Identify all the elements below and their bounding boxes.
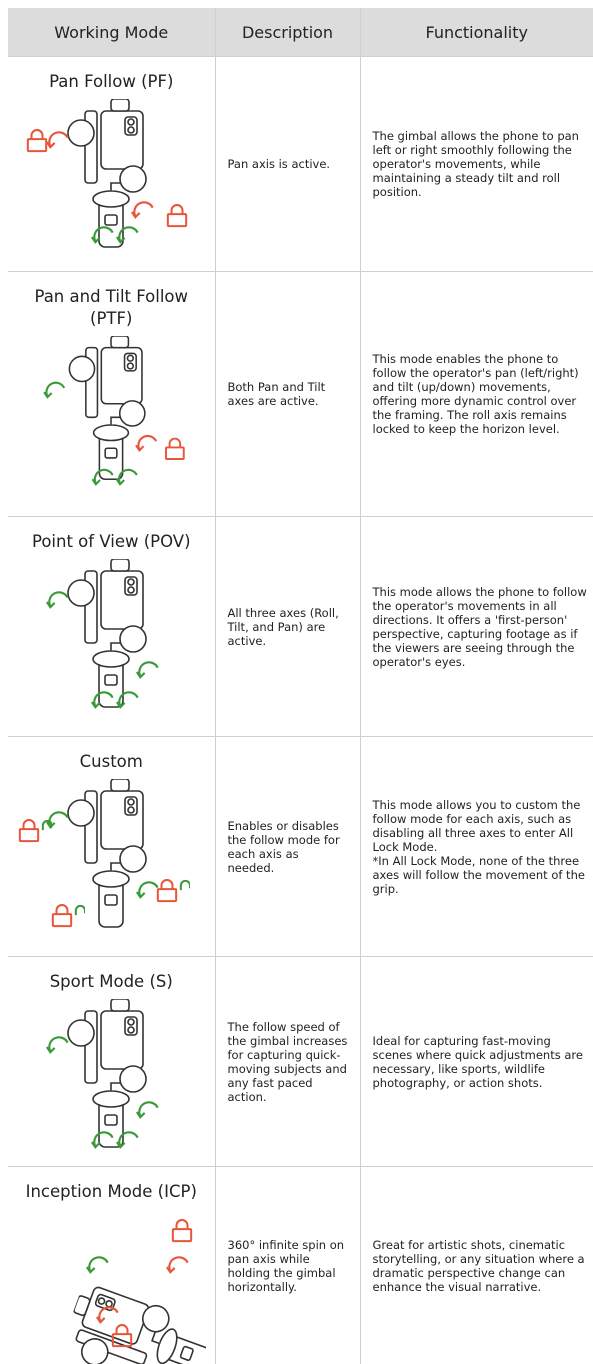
table-row: Pan and Tilt Follow (PTF)Both Pan and Ti… [8,272,593,517]
rotation-arrow [47,1037,68,1052]
mode-cell: Pan Follow (PF) [8,57,215,272]
rotation-arrow [47,592,68,607]
functionality-cell: This mode enables the phone to follow th… [360,272,593,517]
table-row: Custom Enables or disables the follow mod… [8,737,593,957]
mode-name: Sport Mode (S) [16,971,207,993]
mode-cell: Sport Mode (S) [8,957,215,1167]
gimbal [59,1279,207,1364]
functionality-cell: This mode allows you to custom the follo… [360,737,593,957]
functionality-cell: Ideal for capturing fast-moving scenes w… [360,957,593,1167]
mode-name: Inception Mode (ICP) [16,1181,207,1203]
lock-icon [28,130,46,151]
mode-cell: Custom [8,737,215,957]
functionality-cell: This mode allows the phone to follow the… [360,517,593,737]
gimbal-illustration [16,99,206,254]
column-header: Description [215,8,360,57]
rotation-arrow [136,436,156,450]
gimbal-illustration [16,559,206,714]
lock-icon [53,905,71,926]
column-header: Functionality [360,8,593,57]
mode-name: Point of View (POV) [16,531,207,553]
description-cell: All three axes (Roll, Tilt, and Pan) are… [215,517,360,737]
gimbal [70,336,145,479]
description-cell: Both Pan and Tilt axes are active. [215,272,360,517]
lock-icon [181,881,190,890]
rotation-arrow [137,1102,158,1117]
gimbal-illustration [16,999,206,1154]
mode-name: Custom [16,751,207,773]
mode-cell: Pan and Tilt Follow (PTF) [8,272,215,517]
lock-icon [173,1220,191,1241]
column-header: Working Mode [8,8,215,57]
mode-name: Pan and Tilt Follow (PTF) [16,286,207,330]
lock-icon [76,906,85,915]
functionality-cell: The gimbal allows the phone to pan left … [360,57,593,272]
rotation-arrow [137,662,158,677]
rotation-arrow [137,882,158,897]
rotation-arrow [47,812,68,827]
description-cell: Pan axis is active. [215,57,360,272]
gimbal [68,779,146,927]
rotation-arrow [167,1257,188,1272]
lock-icon [166,439,184,459]
description-cell: 360° infinite spin on pan axis while hol… [215,1167,360,1364]
gimbal [68,999,146,1147]
lock-icon [20,820,38,841]
rotation-arrow [87,1257,108,1272]
lock-icon [158,880,176,901]
gimbal [68,99,146,247]
table-row: Pan Follow (PF) Pan axis is active.The gi… [8,57,593,272]
gimbal-illustration [16,1209,206,1364]
description-cell: Enables or disables the follow mode for … [215,737,360,957]
functionality-cell: Great for artistic shots, cinematic stor… [360,1167,593,1364]
table-row: Sport Mode (S) The follow speed of the gi… [8,957,593,1167]
lock-icon [168,205,186,226]
mode-cell: Inception Mode (ICP) [8,1167,215,1364]
description-cell: The follow speed of the gimbal increases… [215,957,360,1167]
mode-cell: Point of View (POV) [8,517,215,737]
mode-name: Pan Follow (PF) [16,71,207,93]
gimbal-illustration [16,336,206,486]
gimbal-illustration [16,779,206,934]
table-row: Point of View (POV) All three axes (Roll,… [8,517,593,737]
gimbal [68,559,146,707]
rotation-arrow [132,202,153,217]
table-row: Inception Mode (ICP) 360° infinite spin o… [8,1167,593,1364]
rotation-arrow [44,383,64,397]
rotation-arrow [47,132,68,147]
